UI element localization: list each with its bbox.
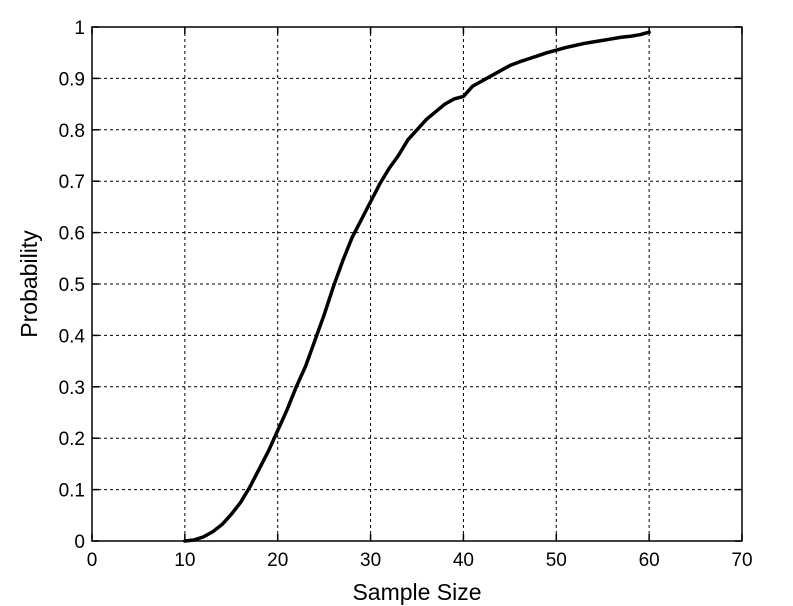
y-tick-label: 0.9 [59,69,85,90]
grid-lines [92,27,742,541]
y-tick-label: 1 [74,18,85,39]
data-series [183,30,651,543]
y-tick-label: 0.2 [59,429,85,450]
y-tick-label: 0.8 [59,121,85,142]
x-tick-label: 60 [639,550,660,571]
y-tick-label: 0.4 [59,326,86,347]
y-tick-label: 0.3 [59,378,85,399]
y-tick-label: 0.5 [59,275,85,296]
x-tick-label: 20 [267,550,288,571]
x-tick-label: 70 [731,550,752,571]
y-tick-label: 0.7 [59,172,85,193]
y-tick-labels: 0 0.1 0.2 0.3 0.4 0.5 0.6 0.7 0.8 0.9 1 [59,18,86,553]
y-axis-label: Probability [16,230,42,338]
x-tick-label: 10 [174,550,195,571]
x-tick-labels: 0 10 20 30 40 50 60 70 [87,550,753,571]
y-tick-label: 0 [74,532,85,553]
x-axis-label: Sample Size [352,579,481,605]
x-tick-label: 0 [87,550,98,571]
plot-frame [91,26,743,542]
y-tick-label: 0.6 [59,224,85,245]
x-tick-label: 50 [546,550,567,571]
y-tick-label: 0.1 [59,481,85,502]
probability-curve [183,30,651,543]
x-tick-label: 30 [360,550,381,571]
x-tick-label: 40 [453,550,474,571]
